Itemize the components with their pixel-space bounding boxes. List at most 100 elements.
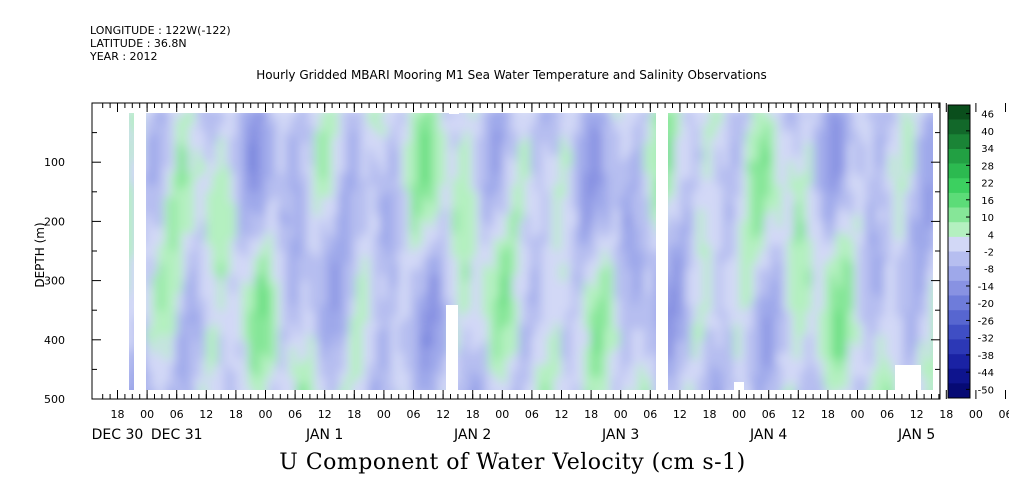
heatmap-cell [284,239,291,246]
heatmap-cell [494,149,501,156]
heatmap-cell [374,377,381,384]
heatmap-cell [488,191,495,198]
heatmap-cell [596,323,603,330]
heatmap-cell [620,299,627,306]
heatmap-cell [368,245,375,252]
heatmap-cell [518,341,525,348]
heatmap-cell [356,371,363,378]
heatmap-cell [242,125,249,132]
heatmap-cell [308,269,315,276]
heatmap-cell [518,233,525,240]
heatmap-cell [290,131,297,138]
heatmap-cell [356,119,363,126]
heatmap-cell [338,173,345,180]
heatmap-cell [500,311,507,318]
heatmap-cell [194,227,201,234]
heatmap-cell [308,125,315,132]
heatmap-cell [362,305,369,312]
heatmap-cell [422,359,429,366]
heatmap-cell [236,377,243,384]
heatmap-cell [320,323,327,330]
heatmap-cell [368,353,375,360]
heatmap-cell [512,155,519,162]
heatmap-cell [500,317,507,324]
heatmap-cell [350,245,357,252]
heatmap-cell [410,119,417,126]
heatmap-cell [674,347,681,354]
heatmap-cell [170,203,177,210]
heatmap-cell [392,365,399,372]
heatmap-cell [272,275,279,282]
heatmap-cell [176,209,183,216]
heatmap-cell [650,311,657,318]
heatmap-cell [428,131,435,138]
heatmap-cell [482,191,489,198]
heatmap-cell [440,269,447,276]
heatmap-cell [170,161,177,168]
heatmap-cell [518,257,525,264]
heatmap-cell [680,377,687,384]
heatmap-cell [698,359,705,366]
heatmap-cell [176,305,183,312]
heatmap-cell [362,119,369,126]
heatmap-cell [680,197,687,204]
heatmap-cell [536,323,543,330]
heatmap-cell [200,173,207,180]
heatmap-cell [530,167,537,174]
heatmap-cell [200,281,207,288]
heatmap-cell [524,353,531,360]
heatmap-cell [242,137,249,144]
heatmap-cell [584,263,591,270]
heatmap-cell [458,335,465,342]
heatmap-cell [434,161,441,168]
heatmap-cell [176,335,183,342]
heatmap-cell [686,197,693,204]
heatmap-cell [464,161,471,168]
heatmap-cell [482,155,489,162]
heatmap-cell [452,191,459,198]
heatmap-cell [188,155,195,162]
heatmap-cell [296,377,303,384]
heatmap-cell [626,329,633,336]
heatmap-cell [632,227,639,234]
heatmap-cell [572,257,579,264]
heatmap-cell [170,137,177,144]
heatmap-cell [698,137,705,144]
heatmap-cell [182,305,189,312]
heatmap-cell [692,317,699,324]
heatmap-cell [590,137,597,144]
heatmap-cell [236,305,243,312]
heatmap-cell [386,179,393,186]
heatmap-cell [638,191,645,198]
heatmap-cell [386,143,393,150]
heatmap-cell [416,137,423,144]
heatmap-cell [284,341,291,348]
heatmap-cell [488,233,495,240]
heatmap-cell [692,353,699,360]
heatmap-cell [566,239,573,246]
heatmap-cell [638,353,645,360]
heatmap-cell [164,311,171,318]
heatmap-cell [530,185,537,192]
heatmap-cell [380,185,387,192]
heatmap-cell [296,167,303,174]
heatmap-cell [536,305,543,312]
heatmap-cell [536,167,543,174]
heatmap-cell [230,317,237,324]
heatmap-cell [320,263,327,270]
heatmap-cell [272,173,279,180]
heatmap-cell [632,239,639,246]
heatmap-cell [404,239,411,246]
heatmap-cell [296,281,303,288]
heatmap-cell [326,197,333,204]
heatmap-cell [674,179,681,186]
heatmap-cell [182,119,189,126]
heatmap-cell [560,203,567,210]
heatmap-cell [242,353,249,360]
heatmap-cell [644,341,651,348]
heatmap-cell [524,209,531,216]
heatmap-cell [212,263,219,270]
heatmap-cell [332,269,339,276]
heatmap-cell [524,179,531,186]
heatmap-cell [686,269,693,276]
